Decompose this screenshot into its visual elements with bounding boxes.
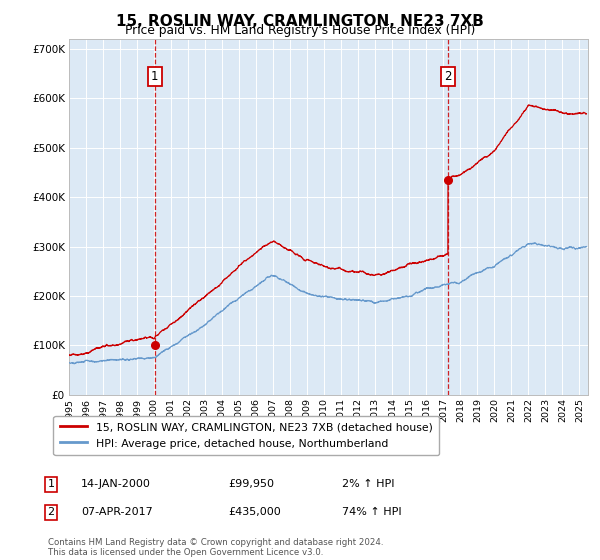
Text: 2: 2: [444, 70, 452, 83]
Text: 2% ↑ HPI: 2% ↑ HPI: [342, 479, 395, 489]
Text: £99,950: £99,950: [228, 479, 274, 489]
Text: £435,000: £435,000: [228, 507, 281, 517]
Text: 74% ↑ HPI: 74% ↑ HPI: [342, 507, 401, 517]
Text: Price paid vs. HM Land Registry's House Price Index (HPI): Price paid vs. HM Land Registry's House …: [125, 24, 475, 37]
Text: 1: 1: [151, 70, 158, 83]
Text: 1: 1: [47, 479, 55, 489]
Legend: 15, ROSLIN WAY, CRAMLINGTON, NE23 7XB (detached house), HPI: Average price, deta: 15, ROSLIN WAY, CRAMLINGTON, NE23 7XB (d…: [53, 416, 439, 455]
Text: 14-JAN-2000: 14-JAN-2000: [81, 479, 151, 489]
Text: Contains HM Land Registry data © Crown copyright and database right 2024.
This d: Contains HM Land Registry data © Crown c…: [48, 538, 383, 557]
Text: 07-APR-2017: 07-APR-2017: [81, 507, 153, 517]
Text: 2: 2: [47, 507, 55, 517]
Text: 15, ROSLIN WAY, CRAMLINGTON, NE23 7XB: 15, ROSLIN WAY, CRAMLINGTON, NE23 7XB: [116, 14, 484, 29]
